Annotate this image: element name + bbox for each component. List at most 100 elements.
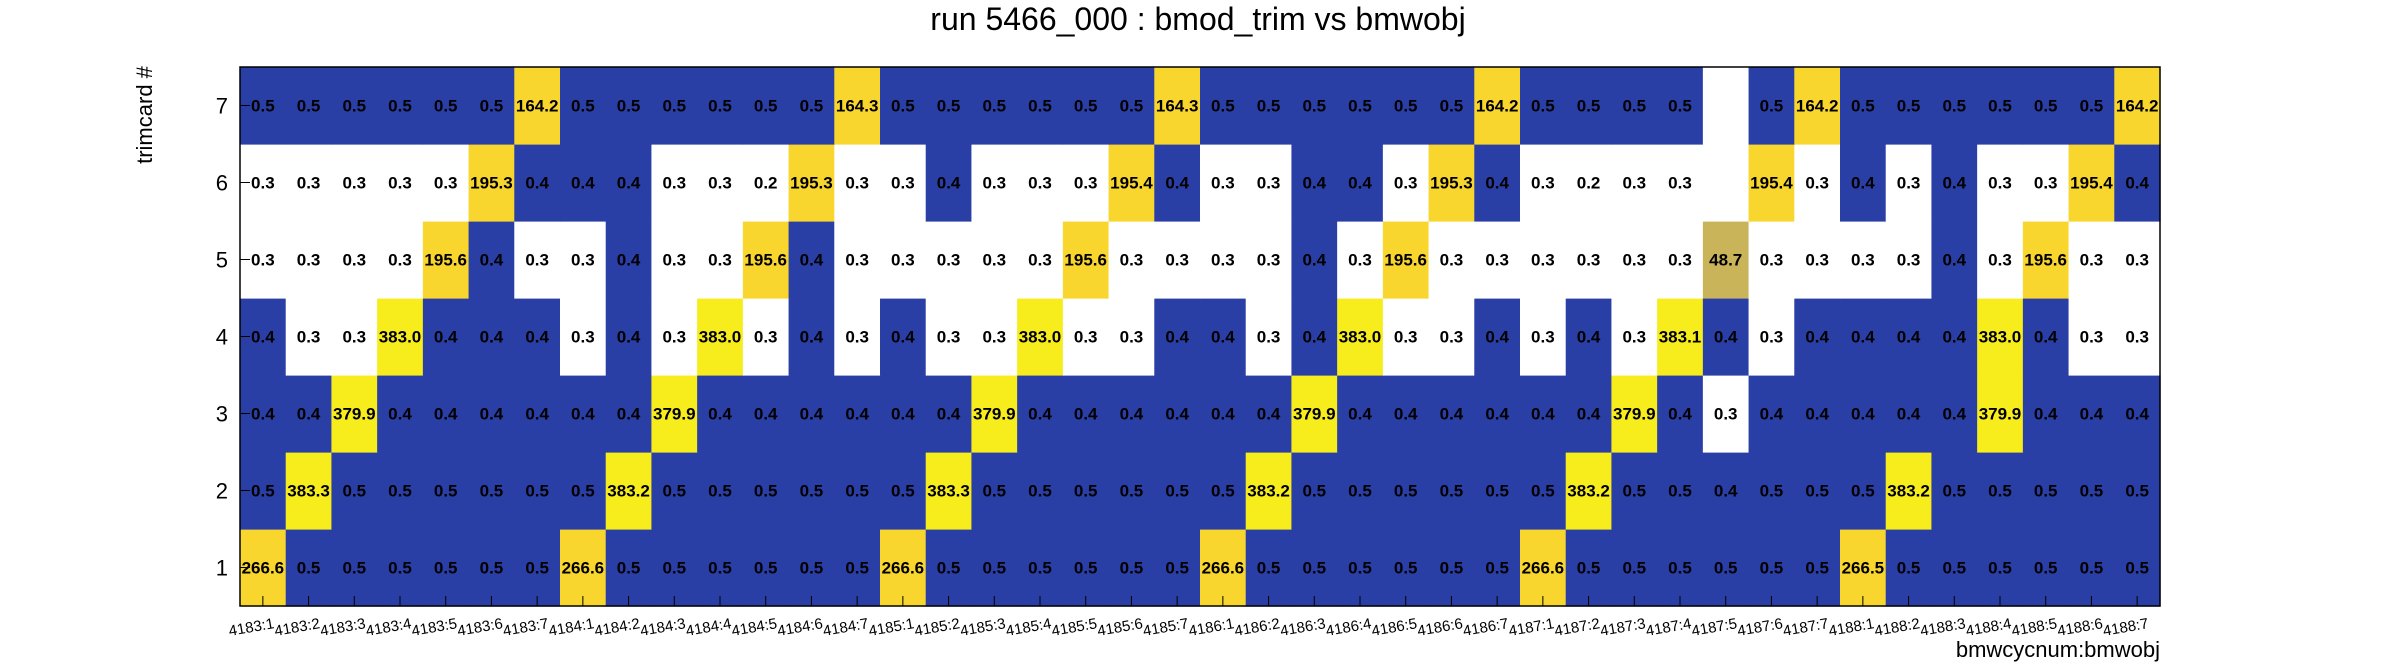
cell-label-4-4185:5: 0.3 <box>1074 328 1098 347</box>
cell-label-5-4188:1: 0.3 <box>1851 251 1875 270</box>
cell-label-7-4186:6: 0.5 <box>1440 97 1464 116</box>
heatmap-cell-5-4183:2 <box>285 221 333 299</box>
cell-label-1-4185:5: 0.5 <box>1074 559 1098 578</box>
heatmap-cell-4-4185:1 <box>880 298 927 376</box>
heatmap-cell-1-4187:3 <box>1611 529 1658 607</box>
cell-label-1-4187:2: 0.5 <box>1577 559 1601 578</box>
heatmap-cell-2-4185:2 <box>925 452 973 530</box>
cell-label-4-4183:7: 0.4 <box>525 328 549 347</box>
heatmap-cell-4-4184:1 <box>560 298 607 376</box>
cell-label-2-4188:1: 0.5 <box>1851 482 1875 501</box>
heatmap-cell-3-4187:6 <box>1748 375 1795 453</box>
heatmap-cell-6-4184:2 <box>605 144 653 222</box>
cell-label-1-4185:3: 0.5 <box>982 559 1006 578</box>
cell-label-2-4185:4: 0.5 <box>1028 482 1052 501</box>
cell-label-3-4186:2: 0.4 <box>1257 405 1281 424</box>
heatmap-cell-7-4187:4 <box>1657 67 1704 145</box>
x-tick-label-4187:5: 4187:5 <box>1690 615 1738 640</box>
heatmap-cell-3-4186:3 <box>1291 375 1338 453</box>
cell-label-2-4187:1: 0.5 <box>1531 482 1555 501</box>
y-tick-label-6: 6 <box>216 171 228 196</box>
heatmap-cell-7-4183:3 <box>331 67 378 145</box>
heatmap-cell-5-4184:5 <box>742 221 790 299</box>
x-tick-label-4183:5: 4183:5 <box>410 615 458 640</box>
cell-label-1-4186:5: 0.5 <box>1394 559 1418 578</box>
heatmap-cell-3-4185:3 <box>971 375 1018 453</box>
cell-label-5-4186:3: 0.4 <box>1302 251 1326 270</box>
cell-label-3-4185:7: 0.4 <box>1165 405 1189 424</box>
cell-label-5-4184:6: 0.4 <box>800 251 824 270</box>
cell-label-5-4184:5: 195.6 <box>744 251 787 270</box>
cell-label-1-4186:1: 266.6 <box>1202 559 1245 578</box>
heatmap-cell-6-4184:3 <box>651 144 698 222</box>
cell-label-6-4185:6: 195.4 <box>1110 174 1153 193</box>
heatmap-cell-3-4184:5 <box>742 375 790 453</box>
cell-label-1-4184:3: 0.5 <box>662 559 686 578</box>
heatmap-cell-1-4186:3 <box>1291 529 1338 607</box>
heatmap-cell-4-4186:7 <box>1474 298 1521 376</box>
heatmap-cell-4-4185:6 <box>1108 298 1155 376</box>
heatmap-cell-4-4188:2 <box>1885 298 1933 376</box>
cell-label-6-4184:5: 0.2 <box>754 174 778 193</box>
heatmap-cell-6-4185:4 <box>1017 144 1064 222</box>
cell-label-7-4187:4: 0.5 <box>1668 97 1692 116</box>
cell-label-7-4184:7: 164.3 <box>836 97 879 116</box>
heatmap-cell-3-4183:6 <box>468 375 515 453</box>
heatmap-cell-7-4186:5 <box>1382 67 1430 145</box>
heatmap-cell-6-4188:7 <box>2114 144 2161 222</box>
x-tick-label-4184:5: 4184:5 <box>730 615 778 640</box>
cell-label-1-4187:5: 0.5 <box>1714 559 1738 578</box>
cell-label-4-4183:1: 0.4 <box>251 328 275 347</box>
cell-label-2-4183:7: 0.5 <box>525 482 549 501</box>
cell-label-5-4187:4: 0.3 <box>1668 251 1692 270</box>
cell-label-6-4183:7: 0.4 <box>525 174 549 193</box>
cell-label-6-4186:6: 195.3 <box>1430 174 1473 193</box>
heatmap-cell-2-4186:6 <box>1428 452 1475 530</box>
x-tick-label-4185:5: 4185:5 <box>1050 615 1098 640</box>
cell-label-7-4185:2: 0.5 <box>937 97 961 116</box>
cell-label-3-4184:3: 379.9 <box>653 405 696 424</box>
heatmap-cell-7-4184:3 <box>651 67 698 145</box>
x-tick-label-4187:4: 4187:4 <box>1645 615 1693 640</box>
cell-label-1-4187:7: 0.5 <box>1805 559 1829 578</box>
cell-label-4-4183:3: 0.3 <box>342 328 366 347</box>
heatmap-cell-6-4186:1 <box>1200 144 1247 222</box>
cell-label-3-4183:3: 379.9 <box>333 405 376 424</box>
cell-label-4-4186:5: 0.3 <box>1394 328 1418 347</box>
heatmap-cell-2-4185:7 <box>1154 452 1201 530</box>
heatmap-cell-7-4188:7 <box>2114 67 2161 145</box>
heatmap-cell-3-4188:2 <box>1885 375 1933 453</box>
cell-label-4-4186:6: 0.3 <box>1440 328 1464 347</box>
cell-label-7-4188:7: 164.2 <box>2116 97 2159 116</box>
heatmap-cell-2-4185:5 <box>1062 452 1110 530</box>
heatmap-cell-7-4183:6 <box>468 67 515 145</box>
cell-label-3-4186:5: 0.4 <box>1394 405 1418 424</box>
y-tick-label-3: 3 <box>216 402 228 427</box>
heatmap-cell-4-4183:5 <box>422 298 470 376</box>
cell-label-2-4186:4: 0.5 <box>1348 482 1372 501</box>
heatmap-cell-4-4186:2 <box>1245 298 1293 376</box>
x-tick-label-4183:2: 4183:2 <box>273 615 321 640</box>
heatmap-cell-1-4184:2 <box>605 529 653 607</box>
heatmap-cell-3-4185:1 <box>880 375 927 453</box>
heatmap-cell-3-4186:1 <box>1200 375 1247 453</box>
cell-label-1-4184:5: 0.5 <box>754 559 778 578</box>
cell-label-7-4184:1: 0.5 <box>571 97 595 116</box>
heatmap-cell-1-4187:1 <box>1520 529 1567 607</box>
cell-label-6-4188:7: 0.4 <box>2125 174 2149 193</box>
cell-label-1-4186:3: 0.5 <box>1302 559 1326 578</box>
heatmap-cell-6-4187:3 <box>1611 144 1658 222</box>
cell-label-7-4185:5: 0.5 <box>1074 97 1098 116</box>
cell-label-6-4188:5: 0.3 <box>2034 174 2058 193</box>
heatmap-cell-2-4183:3 <box>331 452 378 530</box>
heatmap-cell-2-4185:6 <box>1108 452 1155 530</box>
heatmap-cell-2-4187:2 <box>1565 452 1613 530</box>
cell-label-2-4187:5: 0.4 <box>1714 482 1738 501</box>
heatmap-cell-6-4188:4 <box>1977 144 2024 222</box>
cell-label-3-4184:2: 0.4 <box>617 405 641 424</box>
cell-label-5-4186:1: 0.3 <box>1211 251 1235 270</box>
heatmap-cell-4-4183:7 <box>514 298 561 376</box>
heatmap-cell-5-4187:4 <box>1657 221 1704 299</box>
heatmap-cell-1-4183:7 <box>514 529 561 607</box>
heatmap-cell-5-4184:7 <box>834 221 881 299</box>
